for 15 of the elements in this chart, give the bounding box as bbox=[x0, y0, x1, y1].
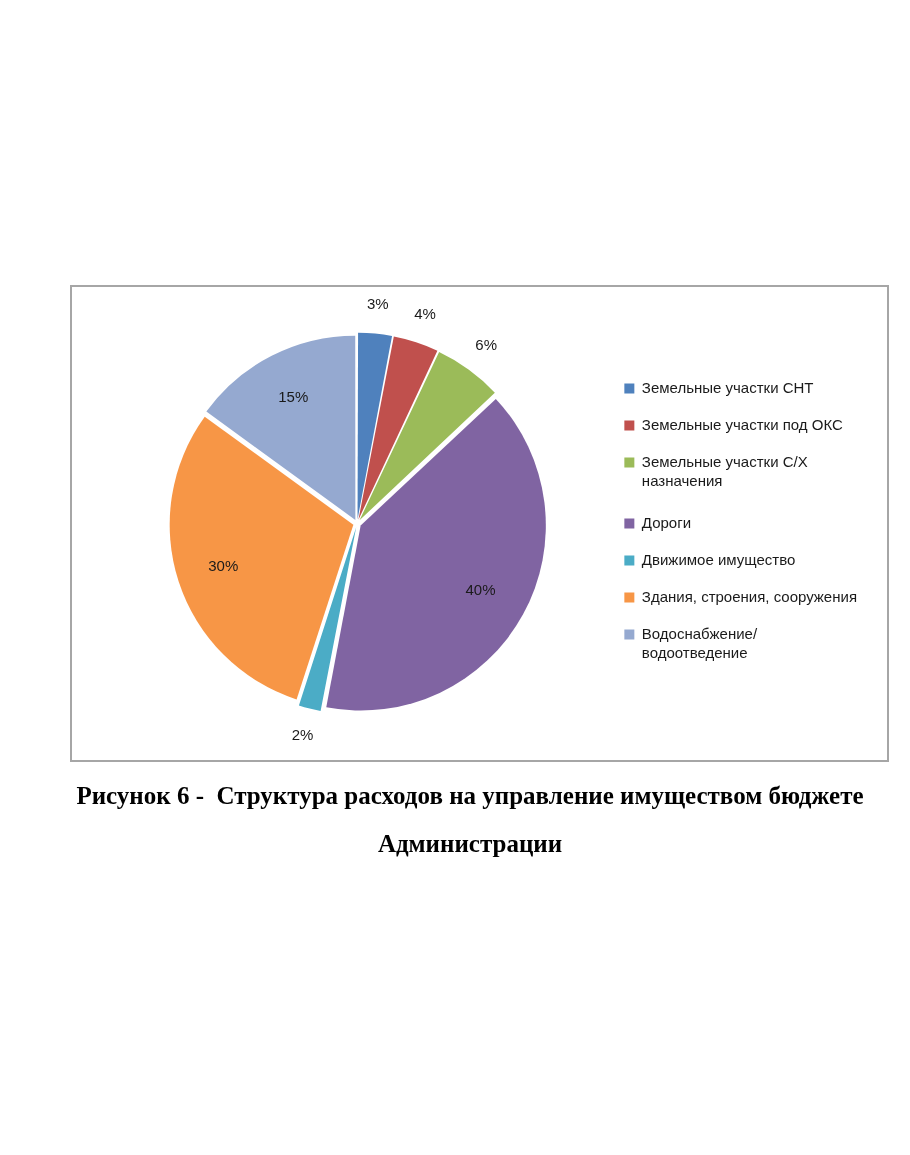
data-label: 2% bbox=[291, 726, 314, 744]
legend-label: Земельные участки СНТ bbox=[641, 378, 814, 396]
data-label: 4% bbox=[414, 304, 436, 322]
data-label: 6% bbox=[475, 336, 498, 354]
data-label: 3% bbox=[366, 295, 389, 313]
legend-label: Водоснабжение/ водоотведение bbox=[641, 624, 758, 662]
legend-label: Земельные участки С/Х назначения bbox=[641, 452, 808, 490]
legend-label: Движимое имущество bbox=[641, 550, 796, 568]
data-label: 30% bbox=[208, 557, 239, 575]
text: Рисунок 6 - Структура расходов на управление имуществом бюджете Администрации bbox=[75, 781, 865, 859]
data-label: 40% bbox=[465, 581, 496, 599]
legend-label: Дороги bbox=[641, 513, 692, 531]
legend-label: Здания, строения, сооружения bbox=[641, 587, 858, 605]
legend-label: Земельные участки под ОКС bbox=[641, 415, 843, 433]
data-label: 15% bbox=[278, 388, 309, 406]
